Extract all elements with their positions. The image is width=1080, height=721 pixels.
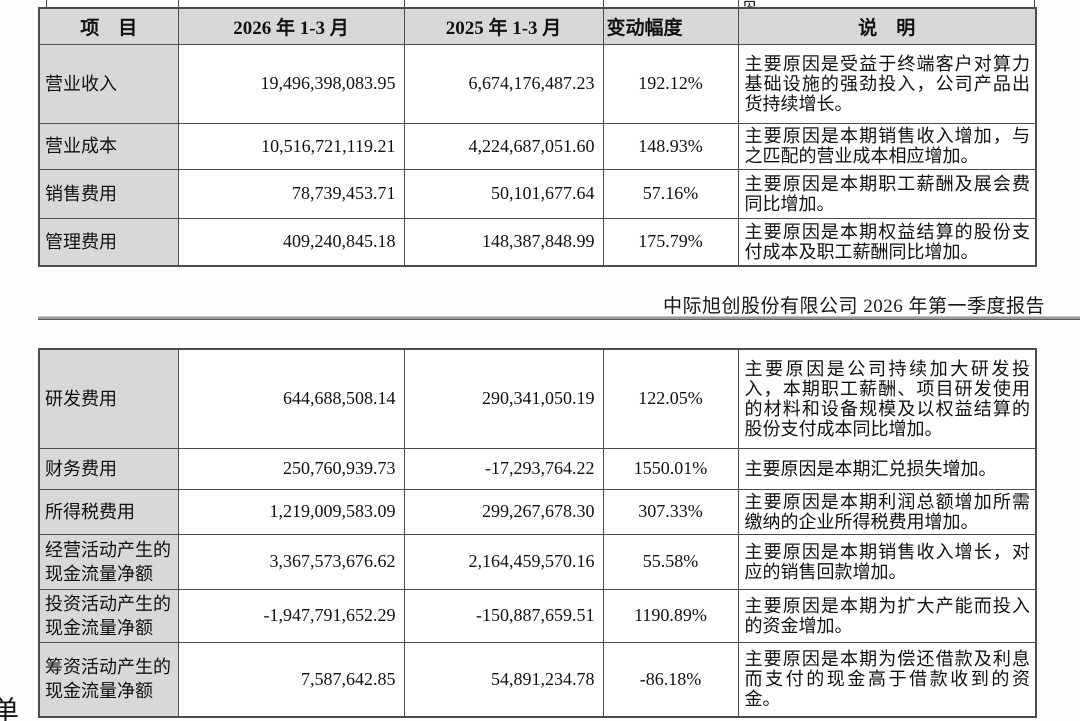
value-2025: 2,164,459,570.16 — [403, 533, 604, 590]
table-row: 投资活动产生的现金流量净额 -1,947,791,652.29 -150,887… — [38, 588, 1037, 643]
row-item-label: 财务费用 — [38, 447, 179, 490]
explanation-text: 主要原因是本期权益结算的股份支付成本及职工薪酬同比增加。 — [737, 217, 1037, 267]
explanation-text: 主要原因是本期职工薪酬及展会费同比增加。 — [737, 168, 1037, 219]
margin-cutoff-char: 单 — [0, 696, 19, 721]
explanation-text: 主要原因是本期汇兑损失增加。 — [737, 447, 1037, 490]
value-2026: 10,516,721,119.21 — [177, 122, 405, 170]
col-header-explanation: 说 明 — [737, 7, 1037, 45]
table-row: 销售费用 78,739,453.71 50,101,677.64 57.16% … — [38, 168, 1037, 219]
row-item-label: 管理费用 — [38, 217, 179, 267]
change-percent: 175.79% — [602, 217, 739, 267]
explanation-text: 主要原因是本期销售收入增加，与之匹配的营业成本相应增加。 — [737, 122, 1037, 170]
col-header-change: 变动幅度 — [602, 7, 739, 45]
change-percent: 1190.89% — [602, 588, 739, 643]
value-2025: 148,387,848.99 — [403, 217, 604, 267]
value-2025: 290,341,050.19 — [403, 348, 604, 449]
col-header-2025: 2025 年 1-3 月 — [403, 7, 604, 45]
row-item-label: 经营活动产生的现金流量净额 — [38, 533, 179, 590]
row-item-label: 投资活动产生的现金流量净额 — [38, 588, 179, 643]
divider-line — [178, 0, 179, 7]
explanation-text: 主要原因是本期销售收入增长，对应的销售回款增加。 — [737, 533, 1037, 590]
table-header-row: 项 目 2026 年 1-3 月 2025 年 1-3 月 变动幅度 说 明 — [38, 7, 1037, 45]
explanation-text: 主要原因是公司持续加大研发投入，本期职工薪酬、项目研发使用的材料和设备规模及以权… — [737, 348, 1037, 449]
value-2026: 409,240,845.18 — [177, 217, 405, 267]
financial-comparison-table-bottom: 研发费用 644,688,508.14 290,341,050.19 122.0… — [38, 348, 1037, 718]
explanation-text: 主要原因是本期为扩大产能而投入的资金增加。 — [737, 588, 1037, 643]
value-2026: 3,367,573,676.62 — [177, 533, 405, 590]
table-row: 财务费用 250,760,939.73 -17,293,764.22 1550.… — [38, 447, 1037, 490]
table-row: 研发费用 644,688,508.14 290,341,050.19 122.0… — [38, 348, 1037, 449]
divider-line — [738, 0, 739, 7]
change-percent: 55.58% — [602, 533, 739, 590]
change-percent: 122.05% — [602, 348, 739, 449]
explanation-text: 主要原因是本期为偿还借款及利息而支付的现金高于借款收到的资金。 — [737, 641, 1037, 718]
row-item-label: 研发费用 — [38, 348, 179, 449]
previous-row-fragment: 货 — [46, 0, 1035, 7]
table-row: 营业成本 10,516,721,119.21 4,224,687,051.60 … — [38, 122, 1037, 170]
table-row: 管理费用 409,240,845.18 148,387,848.99 175.7… — [38, 217, 1037, 267]
value-2026: 1,219,009,583.09 — [177, 488, 405, 535]
table-row: 经营活动产生的现金流量净额 3,367,573,676.62 2,164,459… — [38, 533, 1037, 590]
row-item-label: 营业成本 — [38, 122, 179, 170]
row-item-label: 销售费用 — [38, 168, 179, 219]
change-percent: 307.33% — [602, 488, 739, 535]
financial-comparison-table-top: 项 目 2026 年 1-3 月 2025 年 1-3 月 变动幅度 说 明 营… — [38, 7, 1037, 267]
page-header-note: 中际旭创股份有限公司 2026 年第一季度报告 — [662, 296, 1045, 317]
cutoff-text-fragment: 货 — [741, 0, 758, 7]
table-row: 营业收入 19,496,398,083.95 6,674,176,487.23 … — [38, 43, 1037, 124]
row-item-label: 所得税费用 — [38, 488, 179, 535]
explanation-text: 主要原因是受益于终端客户对算力基础设施的强劲投入，公司产品出货持续增长。 — [737, 43, 1037, 124]
value-2026: 19,496,398,083.95 — [177, 43, 405, 124]
table-row: 所得税费用 1,219,009,583.09 299,267,678.30 30… — [38, 488, 1037, 535]
value-2026: 250,760,939.73 — [177, 447, 405, 490]
row-item-label: 筹资活动产生的现金流量净额 — [38, 641, 179, 718]
col-header-2026: 2026 年 1-3 月 — [177, 7, 405, 45]
value-2025: 54,891,234.78 — [403, 641, 604, 718]
explanation-text: 主要原因是本期利润总额增加所需缴纳的企业所得税费用增加。 — [737, 488, 1037, 535]
change-percent: 148.93% — [602, 122, 739, 170]
change-percent: -86.18% — [602, 641, 739, 718]
value-2025: 50,101,677.64 — [403, 168, 604, 219]
value-2026: 78,739,453.71 — [177, 168, 405, 219]
change-percent: 192.12% — [602, 43, 739, 124]
page-divider-rule — [38, 316, 1080, 320]
value-2025: 4,224,687,051.60 — [403, 122, 604, 170]
table-row: 筹资活动产生的现金流量净额 7,587,642.85 54,891,234.78… — [38, 641, 1037, 718]
value-2025: 6,674,176,487.23 — [403, 43, 604, 124]
value-2025: -17,293,764.22 — [403, 447, 604, 490]
value-2026: 644,688,508.14 — [177, 348, 405, 449]
value-2025: -150,887,659.51 — [403, 588, 604, 643]
divider-line — [404, 0, 405, 7]
row-item-label: 营业收入 — [38, 43, 179, 124]
col-header-item: 项 目 — [38, 7, 179, 45]
value-2026: 7,587,642.85 — [177, 641, 405, 718]
divider-line — [603, 0, 604, 7]
change-percent: 1550.01% — [602, 447, 739, 490]
change-percent: 57.16% — [602, 168, 739, 219]
value-2026: -1,947,791,652.29 — [177, 588, 405, 643]
value-2025: 299,267,678.30 — [403, 488, 604, 535]
